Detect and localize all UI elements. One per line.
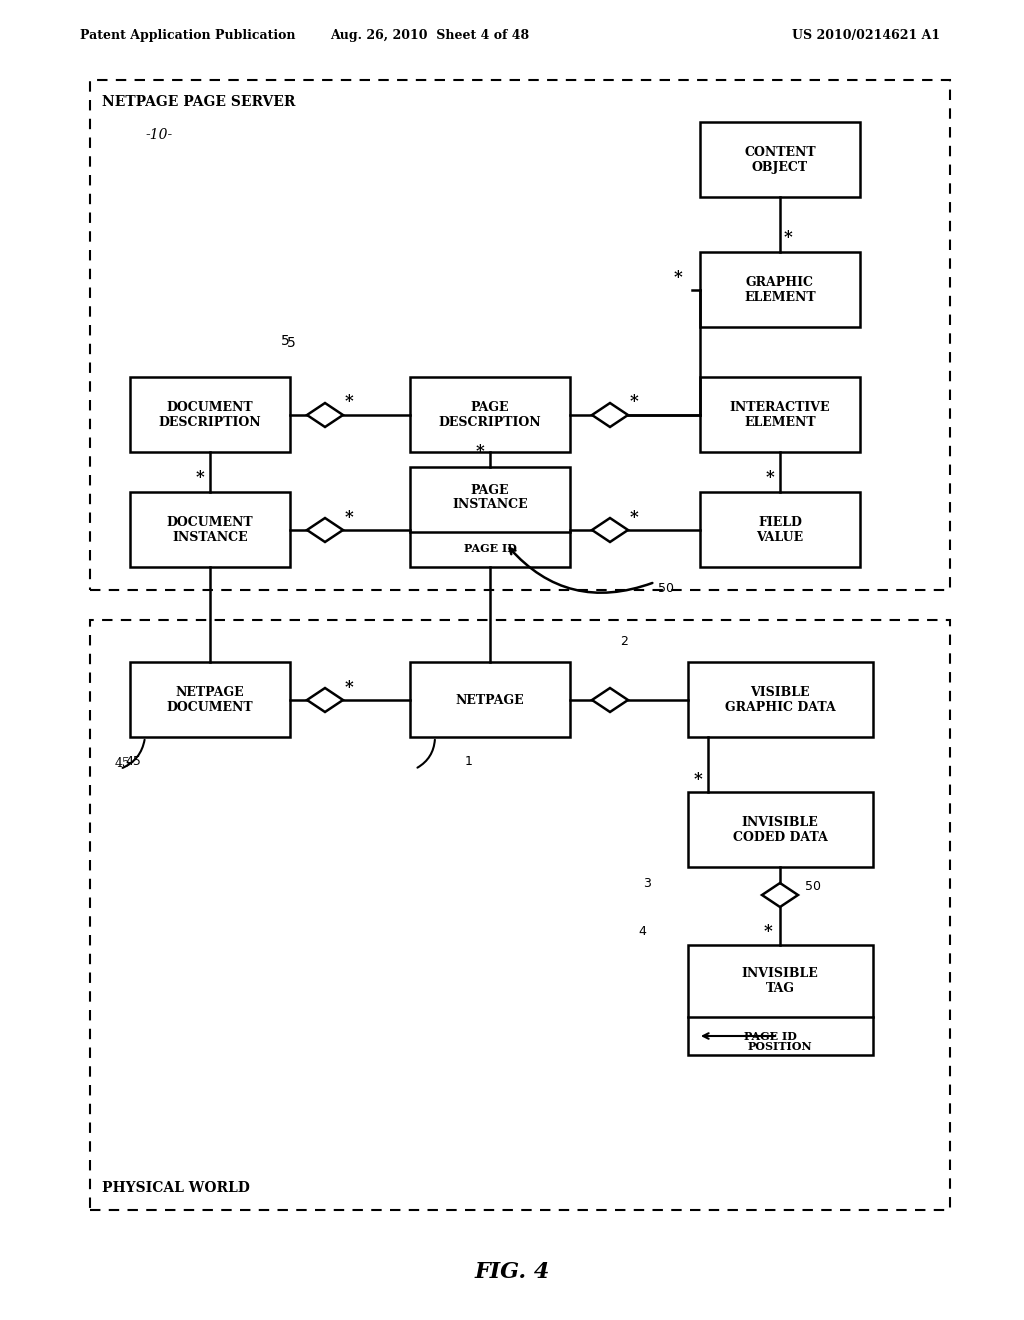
Text: *: * <box>630 508 638 525</box>
Text: *: * <box>783 228 793 246</box>
Text: *: * <box>693 771 702 788</box>
Text: Aug. 26, 2010  Sheet 4 of 48: Aug. 26, 2010 Sheet 4 of 48 <box>331 29 529 41</box>
Text: *: * <box>766 469 774 486</box>
Polygon shape <box>592 688 628 711</box>
Text: *: * <box>475 444 484 461</box>
Bar <box>410 378 570 451</box>
Text: US 2010/0214621 A1: US 2010/0214621 A1 <box>792 29 940 41</box>
Text: *: * <box>345 678 353 696</box>
Text: 50: 50 <box>658 582 674 595</box>
Bar <box>700 252 860 327</box>
Bar <box>90 81 950 590</box>
Text: PHYSICAL WORLD: PHYSICAL WORLD <box>102 1181 250 1195</box>
Text: -10-: -10- <box>145 128 172 143</box>
Text: INVISIBLE
TAG: INVISIBLE TAG <box>741 968 818 995</box>
Text: NETPAGE PAGE SERVER: NETPAGE PAGE SERVER <box>102 95 295 110</box>
Text: 4: 4 <box>638 925 646 939</box>
Bar <box>130 492 290 568</box>
Bar <box>410 467 570 568</box>
Text: DOCUMENT
DESCRIPTION: DOCUMENT DESCRIPTION <box>159 401 261 429</box>
Bar <box>90 620 950 1210</box>
Bar <box>700 378 860 451</box>
Text: 3: 3 <box>643 876 651 890</box>
Bar <box>130 663 290 737</box>
Text: 5: 5 <box>287 337 296 350</box>
Text: *: * <box>196 469 205 486</box>
Bar <box>410 663 570 737</box>
Text: 5: 5 <box>281 334 318 392</box>
Text: PAGE
INSTANCE: PAGE INSTANCE <box>453 483 527 511</box>
Polygon shape <box>592 403 628 426</box>
Polygon shape <box>762 883 798 907</box>
Text: Patent Application Publication: Patent Application Publication <box>80 29 296 41</box>
Text: 45: 45 <box>115 739 131 770</box>
Polygon shape <box>307 517 343 543</box>
Text: INTERACTIVE
ELEMENT: INTERACTIVE ELEMENT <box>730 401 830 429</box>
Text: PAGE ID: PAGE ID <box>743 1031 797 1041</box>
Text: PAGE ID: PAGE ID <box>464 544 516 554</box>
Text: *: * <box>345 508 353 525</box>
Text: VISIBLE
GRAPHIC DATA: VISIBLE GRAPHIC DATA <box>725 686 836 714</box>
Text: *: * <box>764 924 772 940</box>
Text: GRAPHIC
ELEMENT: GRAPHIC ELEMENT <box>744 276 816 304</box>
Text: FIELD
VALUE: FIELD VALUE <box>757 516 804 544</box>
Text: NETPAGE
DOCUMENT: NETPAGE DOCUMENT <box>167 686 253 714</box>
Text: FIG. 4: FIG. 4 <box>474 1261 550 1283</box>
Text: *: * <box>674 269 682 286</box>
Text: *: * <box>345 393 353 411</box>
Text: 45: 45 <box>125 755 141 768</box>
Bar <box>700 121 860 197</box>
Bar <box>700 492 860 568</box>
Bar <box>688 945 873 1055</box>
Text: PAGE
DESCRIPTION: PAGE DESCRIPTION <box>438 401 542 429</box>
Polygon shape <box>307 688 343 711</box>
Text: 1: 1 <box>465 755 473 768</box>
Bar <box>130 378 290 451</box>
Bar <box>688 792 873 867</box>
Bar <box>688 663 873 737</box>
Text: CONTENT
OBJECT: CONTENT OBJECT <box>744 147 816 174</box>
Polygon shape <box>592 517 628 543</box>
Text: NETPAGE: NETPAGE <box>456 693 524 706</box>
Text: POSITION: POSITION <box>748 1041 812 1052</box>
Text: DOCUMENT
INSTANCE: DOCUMENT INSTANCE <box>167 516 253 544</box>
Text: *: * <box>630 393 638 411</box>
Polygon shape <box>307 403 343 426</box>
Text: INVISIBLE
CODED DATA: INVISIBLE CODED DATA <box>732 816 827 843</box>
Text: 2: 2 <box>620 635 628 648</box>
Text: 50: 50 <box>805 880 821 894</box>
